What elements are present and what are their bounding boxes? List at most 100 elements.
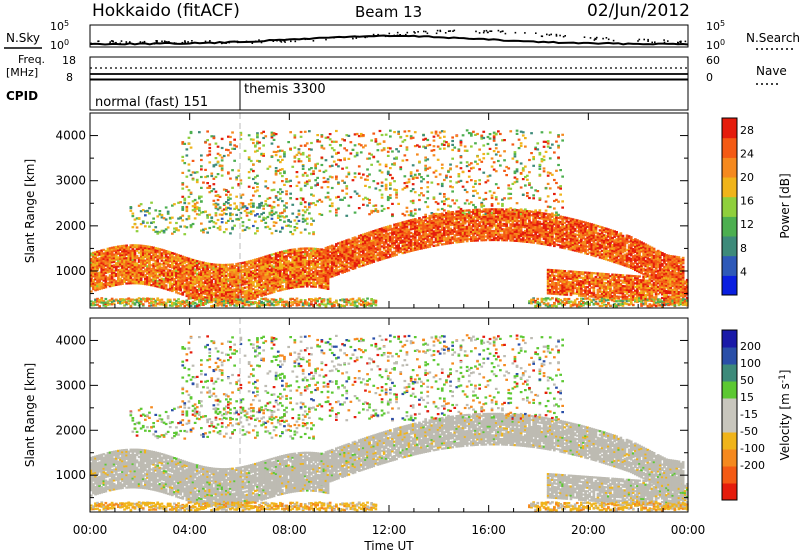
power-cell bbox=[262, 261, 265, 264]
power-cell bbox=[389, 224, 392, 227]
power-cell bbox=[191, 271, 195, 274]
power-cell bbox=[299, 276, 303, 279]
power-cell bbox=[179, 262, 182, 265]
power-cell bbox=[372, 132, 376, 135]
power-cell bbox=[148, 245, 151, 248]
power-cell bbox=[337, 207, 340, 210]
noise-search-dot bbox=[168, 41, 170, 43]
power-cell bbox=[283, 183, 286, 186]
power-cell bbox=[160, 266, 164, 269]
noise-search-dot bbox=[141, 41, 144, 44]
power-cell bbox=[222, 289, 226, 292]
power-cell bbox=[144, 281, 147, 284]
power-cell bbox=[220, 137, 224, 141]
power-cell bbox=[191, 287, 195, 290]
power-cell bbox=[283, 216, 286, 219]
power-cell bbox=[148, 278, 151, 281]
power-cell bbox=[227, 172, 230, 175]
power-cell bbox=[262, 270, 265, 273]
power-cell bbox=[229, 207, 232, 210]
power-cell bbox=[168, 289, 172, 292]
power-cell bbox=[264, 286, 268, 289]
power-cell bbox=[272, 150, 276, 153]
power-cell bbox=[229, 269, 232, 272]
power-cell bbox=[303, 263, 307, 266]
power-cell bbox=[254, 273, 257, 276]
power-cell bbox=[249, 261, 253, 264]
noise-search-dot bbox=[272, 40, 275, 42]
power-cell bbox=[229, 301, 232, 304]
power-cell bbox=[266, 204, 270, 207]
power-cell bbox=[154, 259, 158, 262]
power-cell bbox=[245, 211, 249, 214]
power-cell bbox=[135, 280, 139, 283]
power-cell bbox=[129, 253, 133, 256]
power-cell bbox=[281, 250, 284, 253]
power-cell bbox=[171, 204, 174, 207]
power-cell bbox=[279, 260, 282, 263]
power-cell bbox=[330, 186, 334, 190]
power-cell bbox=[301, 214, 305, 217]
power-cell bbox=[243, 286, 247, 289]
power-cell bbox=[131, 301, 135, 304]
power-cell bbox=[295, 260, 299, 263]
power-cell bbox=[237, 266, 241, 269]
power-cell bbox=[252, 301, 255, 304]
noise-search-dot bbox=[312, 40, 315, 42]
power-cell bbox=[330, 205, 334, 208]
power-cell bbox=[98, 260, 101, 263]
power-cell bbox=[316, 258, 319, 261]
power-cell bbox=[239, 211, 243, 215]
noise-search-dot bbox=[119, 42, 122, 45]
power-cell bbox=[426, 186, 430, 189]
noise-right-tick-top: 105 bbox=[706, 19, 725, 33]
power-cell bbox=[254, 181, 257, 185]
power-cell bbox=[195, 305, 199, 308]
power-cell bbox=[293, 282, 297, 285]
power-cell bbox=[139, 250, 143, 253]
power-cell bbox=[227, 278, 230, 281]
power-cell bbox=[154, 247, 158, 250]
power-cell bbox=[179, 287, 182, 290]
power-cell bbox=[389, 147, 392, 150]
power-cell bbox=[164, 218, 168, 221]
power-cell bbox=[129, 276, 133, 279]
power-cell bbox=[347, 157, 351, 160]
power-cell bbox=[314, 167, 317, 170]
power-cell bbox=[229, 212, 232, 215]
power-cell bbox=[305, 274, 309, 277]
power-cell bbox=[272, 300, 276, 303]
power-cell bbox=[162, 301, 166, 304]
power-cell bbox=[179, 292, 182, 295]
power-cell bbox=[303, 274, 307, 277]
power-cell bbox=[152, 248, 155, 251]
power-cell bbox=[272, 224, 276, 227]
power-cell bbox=[96, 279, 99, 282]
power-cell bbox=[185, 289, 189, 292]
power-cell bbox=[141, 304, 145, 307]
power-cell bbox=[272, 278, 276, 281]
power-cell bbox=[158, 303, 162, 306]
power-cell bbox=[256, 294, 259, 297]
power-cell bbox=[146, 258, 149, 261]
power-cell bbox=[179, 269, 182, 272]
power-cell bbox=[247, 283, 251, 286]
power-cell bbox=[258, 204, 261, 207]
power-cell bbox=[310, 269, 313, 272]
power-cell bbox=[239, 265, 243, 268]
power-cell bbox=[285, 178, 288, 181]
power-cell bbox=[245, 262, 249, 265]
power-cell bbox=[195, 292, 199, 295]
power-cell bbox=[295, 269, 299, 272]
power-cell bbox=[305, 285, 309, 288]
power-cell bbox=[177, 201, 180, 204]
power-cell bbox=[272, 132, 276, 135]
power-cell bbox=[395, 193, 398, 196]
power-cell bbox=[210, 305, 214, 308]
power-cell bbox=[295, 175, 299, 178]
power-cell bbox=[283, 250, 286, 253]
power-cell bbox=[133, 260, 137, 263]
power-cell bbox=[279, 197, 282, 200]
power-cell bbox=[106, 247, 110, 250]
noise-search-dot bbox=[181, 41, 184, 44]
